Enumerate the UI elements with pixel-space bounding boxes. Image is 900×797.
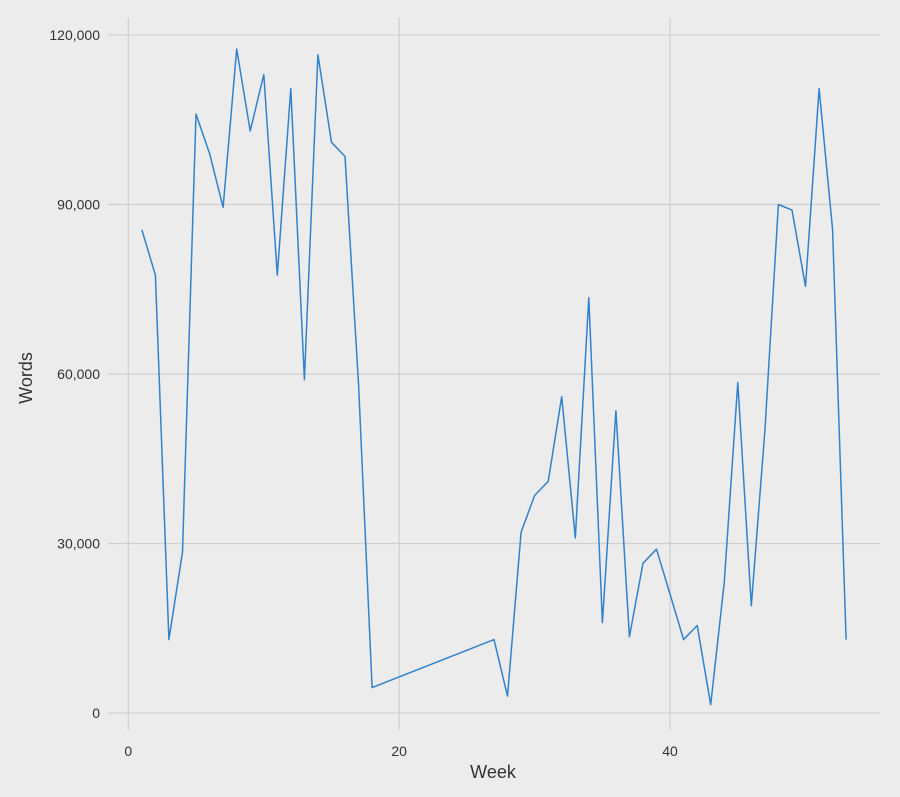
y-tick-label: 30,000	[57, 536, 100, 552]
y-tick-label: 60,000	[57, 366, 100, 382]
y-axis-title: Words	[16, 352, 36, 404]
x-axis-title: Week	[470, 762, 517, 782]
y-tick-label: 90,000	[57, 196, 100, 212]
x-tick-label: 20	[391, 743, 407, 759]
tick-label-layer: 0 30,000 60,000 90,000 120,000 0 20 40	[49, 27, 678, 759]
x-tick-label: 0	[124, 743, 132, 759]
grid-layer	[108, 18, 880, 730]
y-tick-label: 0	[92, 705, 100, 721]
series-layer	[141, 48, 847, 706]
y-tick-label: 120,000	[49, 27, 100, 43]
series-line	[141, 48, 847, 706]
x-tick-label: 40	[662, 743, 678, 759]
